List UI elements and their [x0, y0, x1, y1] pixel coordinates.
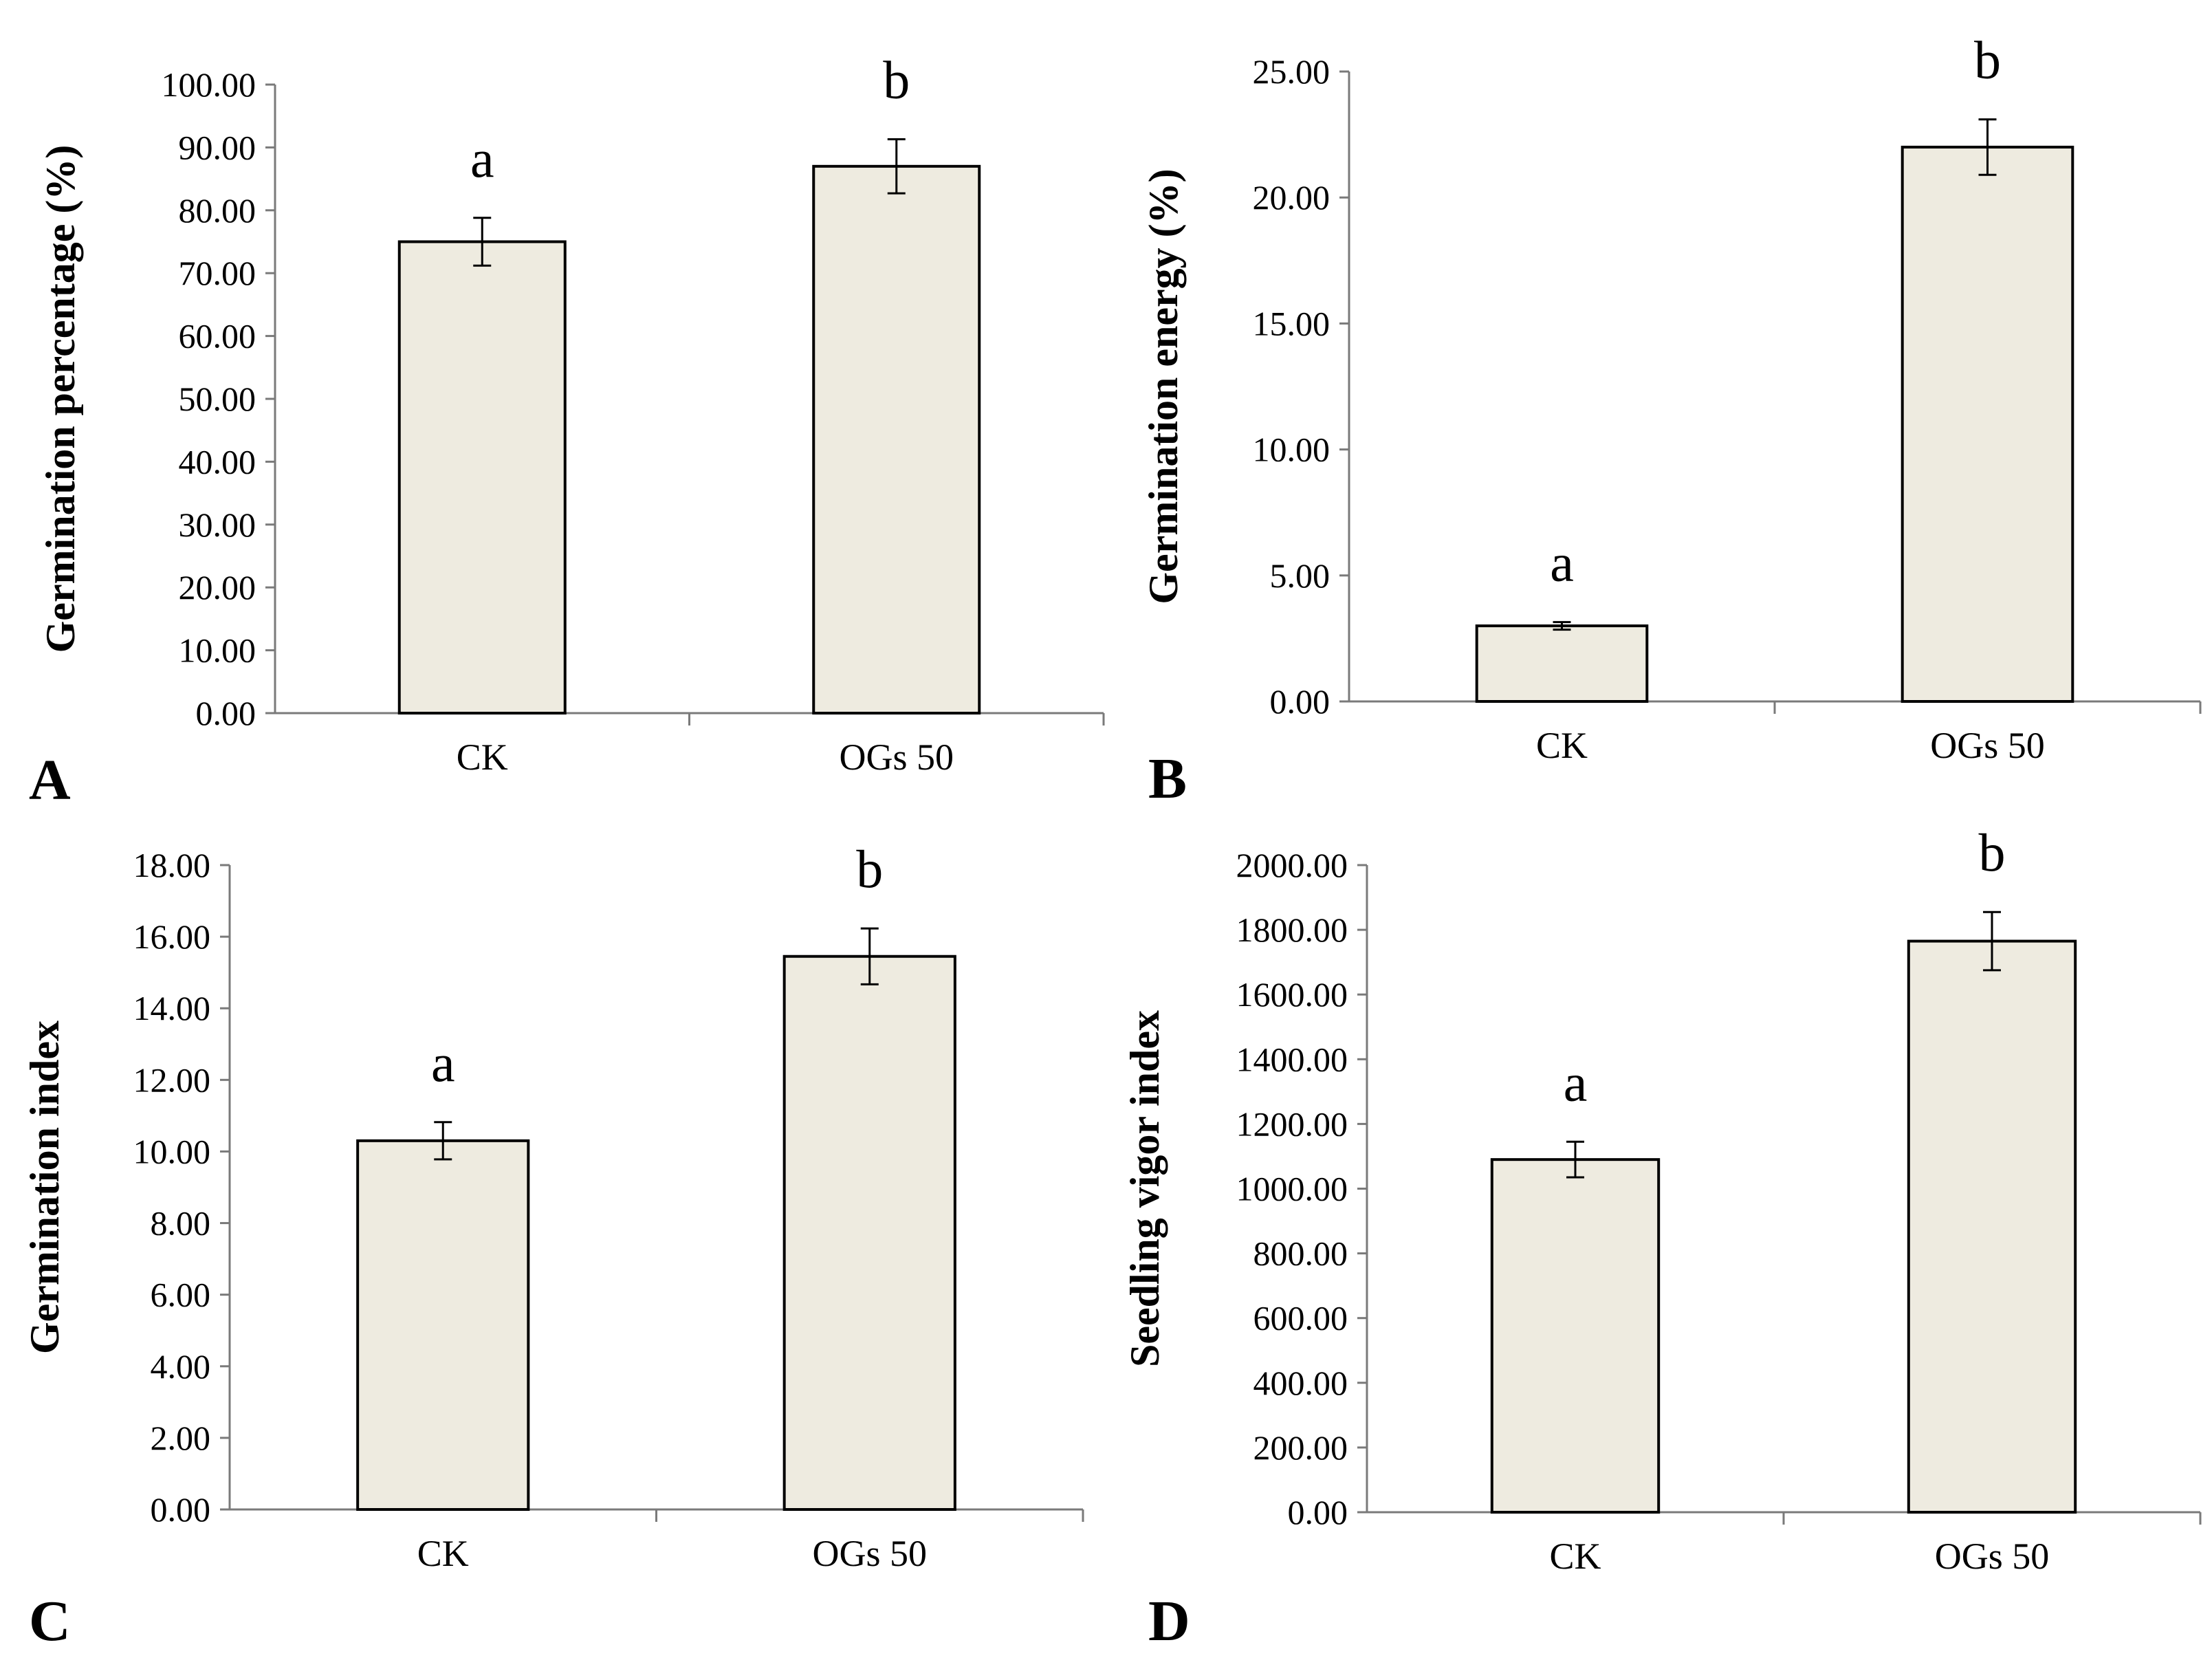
y-tick-label: 10.00	[1253, 430, 1331, 469]
y-tick-label: 18.00	[133, 846, 211, 884]
x-category-label: OGs 50	[839, 737, 954, 778]
y-tick-label: 20.00	[1253, 178, 1331, 217]
y-tick-label: 0.00	[1270, 682, 1331, 721]
x-category-label: OGs 50	[1935, 1536, 2050, 1577]
y-axis-title: Seedling vigor index	[1122, 1010, 1168, 1367]
y-tick-label: 12.00	[133, 1060, 211, 1099]
significance-letter: a	[431, 1033, 455, 1093]
y-tick-label: 8.00	[151, 1204, 211, 1243]
y-tick-label: 4.00	[151, 1347, 211, 1386]
bar-ogs-50	[1901, 145, 2074, 703]
chart-panel-d: 0.00 200.00 400.00 600.00 800.00 1000.00 1200.…	[1122, 822, 2202, 1653]
y-tick-label: 40.00	[179, 442, 256, 481]
y-tick-label: 70.00	[179, 254, 256, 292]
y-tick-label: 25.00	[1253, 52, 1331, 91]
bar-ogs-50	[812, 164, 981, 715]
x-category-label: CK	[1536, 725, 1588, 766]
y-axis-title: Germination energy (%)	[1141, 168, 1186, 604]
y-tick-label: 100.00	[162, 65, 256, 104]
y-tick-label: 1000.00	[1236, 1170, 1348, 1208]
bar-ogs-50	[1907, 939, 2077, 1514]
y-tick-label: 15.00	[1253, 304, 1331, 342]
significance-letter: a	[1564, 1052, 1588, 1112]
x-category-label: CK	[1549, 1536, 1601, 1577]
chart-panel-c: 0.00 2.00 4.00 6.00 8.00 10.00 12.00 14.00 16.00…	[22, 839, 1084, 1653]
y-tick-label: 20.00	[179, 568, 256, 607]
y-tick-label: 5.00	[1270, 556, 1331, 595]
y-tick-label: 400.00	[1253, 1364, 1348, 1402]
x-category-label: CK	[457, 737, 508, 778]
y-tick-label: 200.00	[1253, 1428, 1348, 1467]
y-tick-label: 2000.00	[1236, 846, 1348, 884]
panel-letter: A	[29, 748, 71, 812]
y-tick-label: 800.00	[1253, 1234, 1348, 1273]
y-tick-label: 90.00	[179, 128, 256, 166]
y-tick-label: 0.00	[151, 1490, 211, 1529]
y-tick-label: 50.00	[179, 380, 256, 418]
bar-ck	[356, 1139, 530, 1511]
chart-panel-a: 0.00 10.00 20.00 30.00 40.00 50.00 60.00 70.00 8…	[29, 50, 1105, 812]
y-tick-label: 1400.00	[1236, 1040, 1348, 1078]
significance-letter: b	[1974, 30, 2001, 90]
y-axis-title: Germination index	[22, 1021, 67, 1354]
bar-ck	[1490, 1158, 1661, 1514]
significance-letter: b	[856, 839, 883, 899]
x-category-label: OGs 50	[812, 1533, 927, 1574]
panel-letter: C	[29, 1589, 71, 1653]
significance-letter: b	[883, 50, 910, 110]
significance-letter: b	[1979, 822, 2006, 882]
y-tick-label: 600.00	[1253, 1299, 1348, 1338]
y-tick-label: 6.00	[151, 1276, 211, 1314]
y-tick-label: 30.00	[179, 505, 256, 544]
y-tick-label: 60.00	[179, 317, 256, 356]
x-category-label: CK	[417, 1533, 469, 1574]
y-tick-label: 1800.00	[1236, 910, 1348, 949]
y-tick-label: 14.00	[133, 989, 211, 1027]
bar-ck	[397, 240, 567, 715]
y-tick-label: 0.00	[1288, 1493, 1348, 1531]
y-tick-label: 2.00	[151, 1419, 211, 1457]
y-tick-label: 16.00	[133, 917, 211, 956]
y-axis-title: Germination percentage (%)	[38, 145, 83, 653]
y-tick-label: 10.00	[133, 1132, 211, 1170]
y-tick-label: 1200.00	[1236, 1104, 1348, 1143]
significance-letter: a	[470, 129, 494, 188]
y-tick-label: 0.00	[196, 694, 256, 732]
y-tick-label: 80.00	[179, 191, 256, 230]
chart-panel-b: 0.00 5.00 10.00 15.00 20.00 25.00 CK a OGs 50 b Ge…	[1141, 30, 2202, 811]
y-tick-label: 1600.00	[1236, 975, 1348, 1014]
bar-ck	[1475, 624, 1649, 703]
significance-letter: a	[1550, 533, 1574, 593]
panel-letter: B	[1148, 747, 1187, 811]
bar-ogs-50	[782, 955, 956, 1512]
x-category-label: OGs 50	[1930, 725, 2045, 766]
panel-letter: D	[1148, 1589, 1190, 1653]
y-tick-label: 10.00	[179, 631, 256, 670]
